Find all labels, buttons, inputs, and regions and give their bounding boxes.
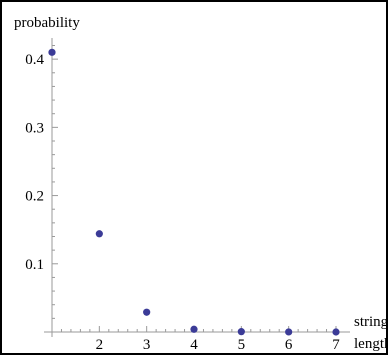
x-tick-label-7: 7 <box>332 337 340 353</box>
ticks: 2 3 4 5 6 7 0.1 0.2 0.3 0.4 <box>25 45 340 353</box>
data-point-7 <box>332 328 340 336</box>
data-point-6 <box>285 328 293 336</box>
x-tick-label-3: 3 <box>143 337 151 353</box>
data-point-3 <box>143 308 151 316</box>
axes <box>44 38 350 337</box>
y-tick-label-0.4: 0.4 <box>25 52 44 68</box>
data-point-2 <box>95 230 103 238</box>
x-axis-label-line-1: string <box>354 314 388 330</box>
y-tick-label-0.2: 0.2 <box>25 189 44 205</box>
x-axis-label-line-2: length <box>354 336 388 352</box>
x-tick-label-6: 6 <box>285 337 293 353</box>
data-point-5 <box>237 328 245 336</box>
y-tick-label-0.3: 0.3 <box>25 120 44 136</box>
x-tick-label-2: 2 <box>96 337 104 353</box>
y-axis-label: probability <box>14 15 80 31</box>
data-point-4 <box>190 325 198 333</box>
data-point-1 <box>48 48 56 56</box>
x-tick-label-5: 5 <box>238 337 246 353</box>
y-tick-label-0.1: 0.1 <box>25 257 44 273</box>
x-tick-label-4: 4 <box>190 337 198 353</box>
data-points <box>48 48 340 336</box>
